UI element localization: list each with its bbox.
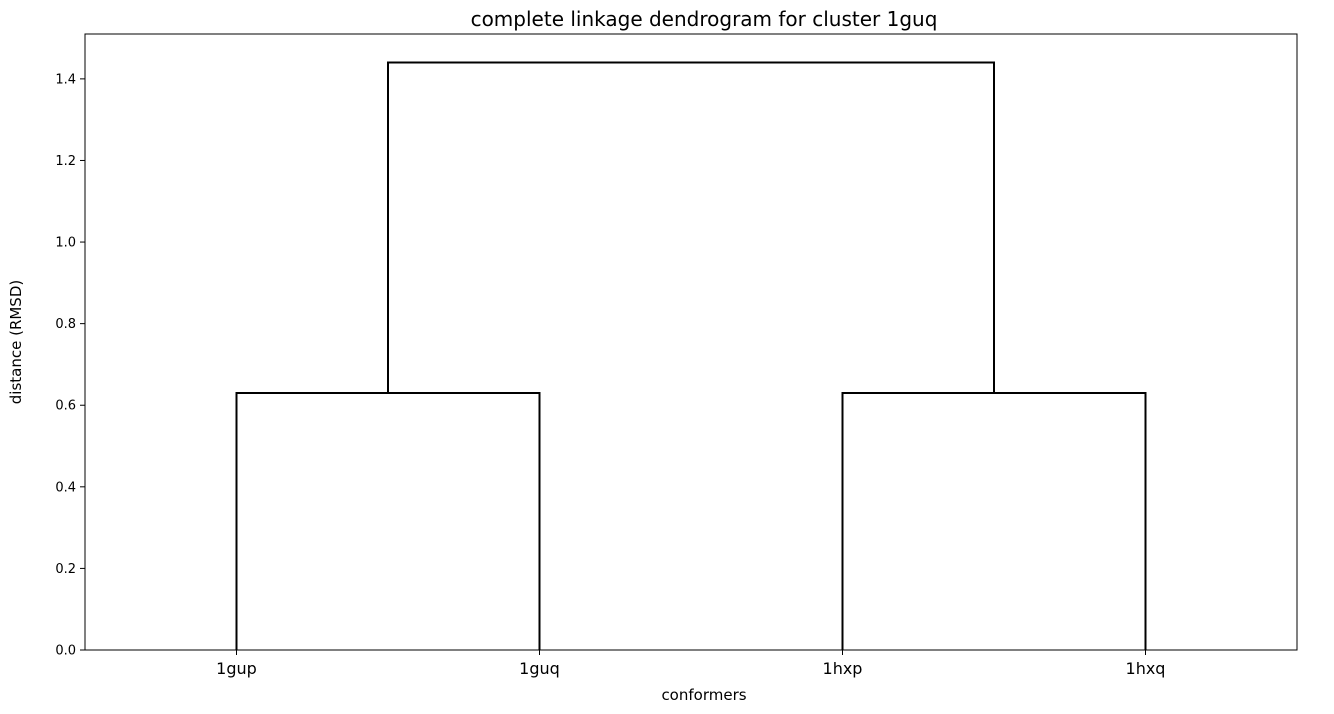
y-tick-label: 0.2 [55,562,76,577]
y-tick-label: 0.4 [55,480,76,495]
plot-area: 0.0 0.2 0.4 0.6 0.8 1.0 1.2 1.4 1gup 1guq 1hxp 1hx… [55,34,1297,678]
x-axis-label: conformers [661,686,746,704]
chart-title: complete linkage dendrogram for cluster … [471,7,938,31]
leaf-label-1hxp: 1hxp [823,659,863,678]
y-tick-label: 0.6 [55,399,76,414]
link-merge-1hxp-1hxq [843,393,1146,650]
plot-frame [85,34,1297,650]
y-tick-label: 0.8 [55,317,76,332]
y-axis: 0.0 0.2 0.4 0.6 0.8 1.0 1.2 1.4 [55,72,85,658]
y-tick-label: 0.0 [55,644,76,659]
link-merge-root [388,63,994,393]
x-axis: 1gup 1guq 1hxp 1hxq [216,650,1165,678]
y-tick-label: 1.4 [55,72,76,87]
y-tick-label: 1.0 [55,236,76,251]
y-axis-label: distance (RMSD) [7,280,25,404]
y-tick-label: 1.2 [55,154,76,169]
link-merge-1gup-1guq [237,393,540,650]
dendrogram-links [237,63,1146,650]
leaf-label-1hxq: 1hxq [1126,659,1166,678]
leaf-label-1guq: 1guq [519,659,560,678]
leaf-label-1gup: 1gup [216,659,257,678]
